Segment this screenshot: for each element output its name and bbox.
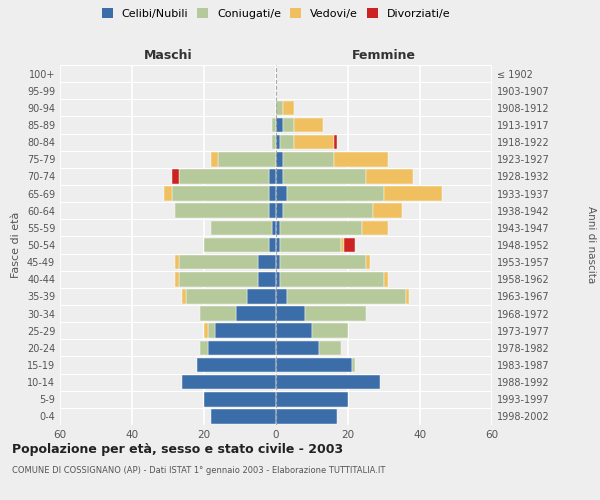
Bar: [186, 289, 247, 304]
Bar: [276, 238, 280, 252]
Bar: [352, 358, 355, 372]
Bar: [269, 186, 276, 201]
Bar: [276, 100, 283, 115]
Bar: [334, 152, 388, 166]
Bar: [276, 392, 348, 406]
Bar: [276, 272, 280, 286]
Bar: [179, 255, 258, 270]
Bar: [276, 204, 283, 218]
Bar: [406, 289, 409, 304]
Bar: [204, 238, 269, 252]
Bar: [276, 289, 287, 304]
Bar: [211, 152, 218, 166]
Bar: [283, 118, 294, 132]
Bar: [276, 306, 305, 321]
Text: Anni di nascita: Anni di nascita: [586, 206, 596, 284]
Bar: [276, 118, 283, 132]
Bar: [283, 169, 366, 184]
Bar: [269, 238, 276, 252]
Bar: [276, 255, 280, 270]
Legend: Celibi/Nubili, Coniugati/e, Vedovi/e, Divorziati/e: Celibi/Nubili, Coniugati/e, Vedovi/e, Di…: [101, 8, 451, 19]
Y-axis label: Fasce di età: Fasce di età: [11, 212, 21, 278]
Bar: [280, 272, 384, 286]
Bar: [204, 324, 208, 338]
Bar: [197, 358, 276, 372]
Bar: [384, 272, 388, 286]
Bar: [276, 324, 312, 338]
Bar: [258, 272, 276, 286]
Bar: [280, 238, 341, 252]
Bar: [236, 306, 276, 321]
Bar: [280, 255, 366, 270]
Bar: [204, 392, 276, 406]
Bar: [269, 169, 276, 184]
Bar: [247, 289, 276, 304]
Text: COMUNE DI COSSIGNANO (AP) - Dati ISTAT 1° gennaio 2003 - Elaborazione TUTTITALIA: COMUNE DI COSSIGNANO (AP) - Dati ISTAT 1…: [12, 466, 385, 475]
Bar: [366, 169, 413, 184]
Bar: [276, 375, 380, 390]
Bar: [200, 340, 208, 355]
Bar: [172, 169, 179, 184]
Bar: [280, 220, 362, 235]
Bar: [319, 340, 341, 355]
Bar: [283, 204, 373, 218]
Bar: [305, 306, 366, 321]
Bar: [283, 100, 294, 115]
Bar: [208, 340, 276, 355]
Bar: [276, 186, 287, 201]
Bar: [258, 255, 276, 270]
Bar: [276, 409, 337, 424]
Text: Maschi: Maschi: [143, 48, 193, 62]
Text: Popolazione per età, sesso e stato civile - 2003: Popolazione per età, sesso e stato civil…: [12, 442, 343, 456]
Bar: [283, 152, 334, 166]
Bar: [276, 135, 280, 150]
Bar: [211, 220, 272, 235]
Bar: [175, 255, 179, 270]
Bar: [344, 238, 355, 252]
Bar: [200, 306, 236, 321]
Bar: [276, 152, 283, 166]
Bar: [269, 204, 276, 218]
Bar: [276, 340, 319, 355]
Bar: [276, 220, 280, 235]
Bar: [175, 272, 179, 286]
Bar: [294, 135, 334, 150]
Bar: [272, 220, 276, 235]
Bar: [215, 324, 276, 338]
Text: Femmine: Femmine: [352, 48, 416, 62]
Bar: [172, 186, 269, 201]
Bar: [208, 324, 215, 338]
Bar: [276, 169, 283, 184]
Bar: [182, 289, 186, 304]
Bar: [218, 152, 276, 166]
Bar: [294, 118, 323, 132]
Bar: [341, 238, 344, 252]
Bar: [287, 289, 406, 304]
Bar: [287, 186, 384, 201]
Bar: [362, 220, 388, 235]
Bar: [164, 186, 172, 201]
Bar: [280, 135, 294, 150]
Bar: [272, 118, 276, 132]
Bar: [312, 324, 348, 338]
Bar: [211, 409, 276, 424]
Bar: [366, 255, 370, 270]
Bar: [373, 204, 402, 218]
Bar: [182, 375, 276, 390]
Bar: [175, 204, 269, 218]
Bar: [272, 135, 276, 150]
Bar: [179, 272, 258, 286]
Bar: [179, 169, 269, 184]
Bar: [276, 358, 352, 372]
Bar: [334, 135, 337, 150]
Bar: [384, 186, 442, 201]
